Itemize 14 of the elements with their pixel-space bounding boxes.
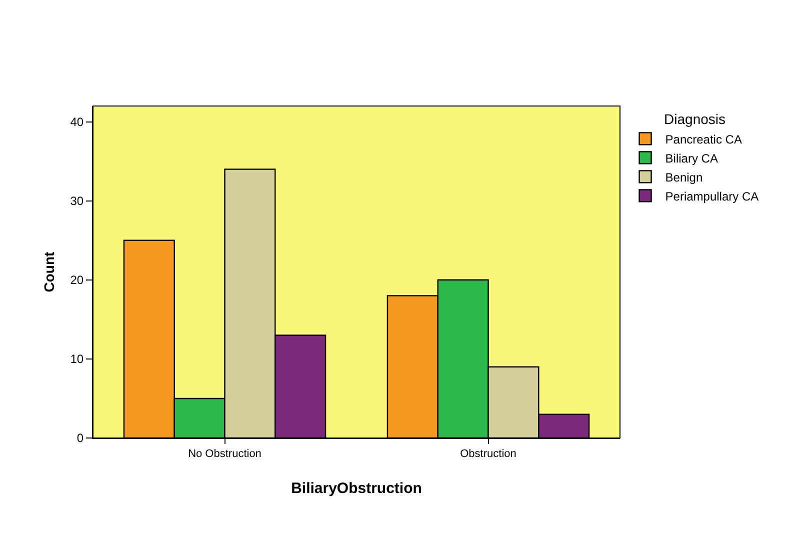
x-tick-label: Obstruction — [460, 448, 516, 460]
x-axis-title: BiliaryObstruction — [291, 480, 422, 497]
y-tick-label: 30 — [70, 194, 84, 208]
legend-title: Diagnosis — [664, 111, 726, 128]
y-tick-label: 10 — [70, 352, 84, 366]
y-tick-label: 0 — [76, 431, 84, 446]
legend-label: Benign — [665, 170, 703, 184]
y-tick-label: 20 — [70, 273, 84, 288]
legend-label: Pancreatic CA — [665, 132, 742, 146]
x-tick-label: No Obstruction — [188, 448, 262, 460]
y-tick-label: 40 — [70, 115, 84, 130]
legend-label: Biliary CA — [665, 151, 718, 166]
legend-label: Periampullary CA — [665, 189, 759, 204]
y-axis-title: Count — [40, 251, 57, 292]
